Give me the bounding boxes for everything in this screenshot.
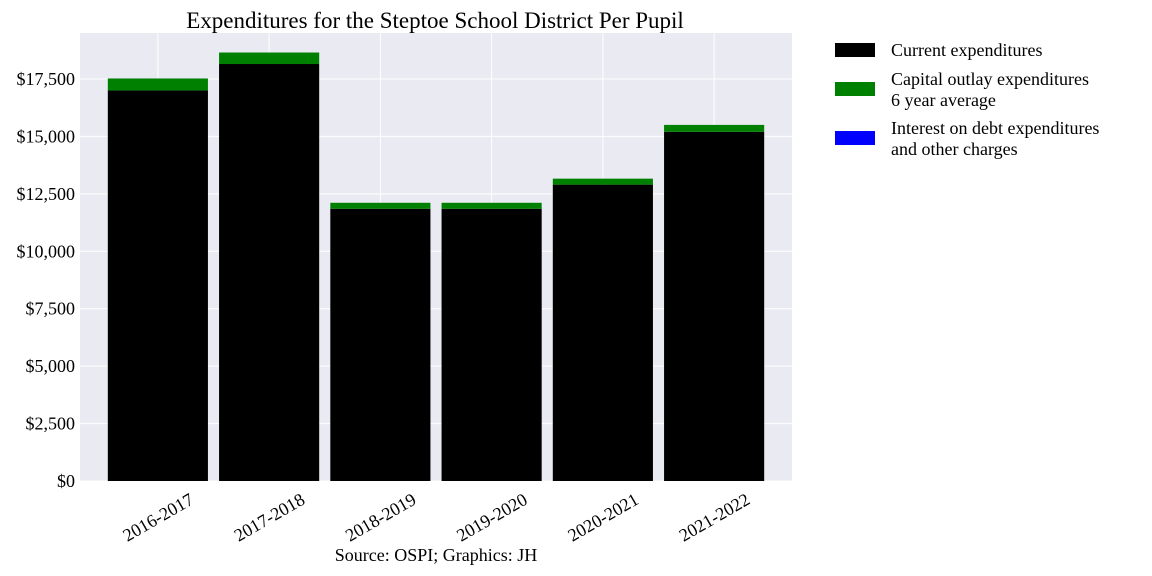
legend-swatch-1 (835, 82, 875, 96)
x-tick-label: 2019-2020 (453, 489, 531, 545)
y-tick-label: $0 (57, 471, 75, 491)
x-tick-label: 2020-2021 (564, 489, 642, 545)
x-tick-label: 2016-2017 (119, 489, 197, 545)
bar-2016-2017-series-1 (107, 78, 208, 91)
legend-swatch-2 (835, 131, 875, 145)
bar-2018-2019-series-1 (330, 202, 431, 209)
bar-2016-2017-series-0 (107, 90, 208, 481)
plot-area: $0 $2,500 $5,000 $7,500 $10,000 $12,500 $15,00… (17, 33, 792, 545)
chart-title: Expenditures for the Steptoe School Dist… (186, 8, 684, 33)
y-tick-label: $10,000 (17, 241, 76, 261)
source-caption: Source: OSPI; Graphics: JH (335, 545, 537, 565)
x-tick-label: 2021-2022 (676, 489, 754, 545)
legend-swatch-0 (835, 43, 875, 57)
bar-2019-2020-series-0 (441, 208, 542, 481)
legend-label-1: Capital outlay expenditures 6 year averag… (891, 69, 1089, 110)
legend: Current expenditures Capital outlay expen… (835, 40, 1099, 159)
x-tick-label: 2018-2019 (342, 489, 420, 545)
legend-label-0: Current expenditures (891, 40, 1042, 60)
bar-2019-2020-series-1 (441, 202, 542, 209)
y-tick-label: $15,000 (17, 126, 76, 146)
y-tick-label: $17,500 (17, 69, 76, 89)
legend-label-2: Interest on debt expenditures and other c… (891, 118, 1099, 159)
bar-2021-2022-series-1 (664, 124, 765, 132)
bar-2020-2021-series-1 (552, 178, 653, 185)
bar-2020-2021-series-0 (552, 184, 653, 481)
y-tick-label: $2,500 (26, 414, 76, 434)
y-tick-label: $5,000 (26, 356, 76, 376)
bar-2017-2018-series-0 (219, 64, 320, 481)
bar-2017-2018-series-1 (219, 52, 320, 65)
x-tick-label: 2017-2018 (231, 489, 309, 545)
bar-2018-2019-series-0 (330, 208, 431, 481)
y-tick-label: $12,500 (17, 184, 76, 204)
bar-2021-2022-series-0 (664, 131, 765, 482)
y-tick-label: $7,500 (26, 299, 76, 319)
